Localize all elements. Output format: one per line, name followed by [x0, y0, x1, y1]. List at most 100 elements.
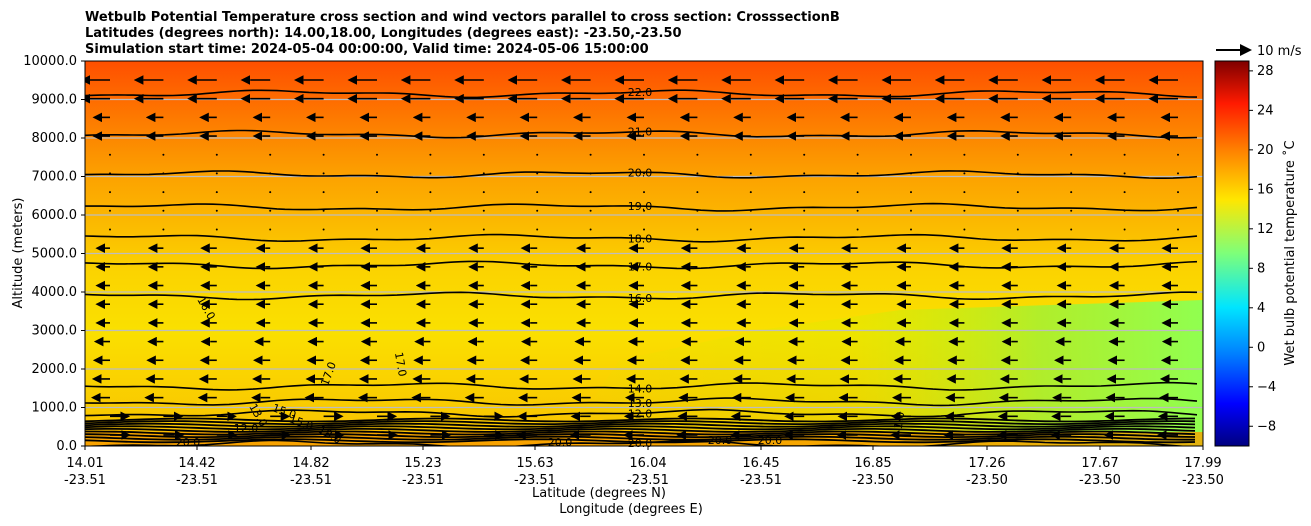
wind-vector-dot: [696, 172, 699, 175]
contour-lines: [85, 89, 1198, 446]
wind-vector-dot: [963, 209, 966, 212]
wind-vector-dot: [910, 209, 912, 212]
y-tick-label: 10000.0: [23, 54, 77, 69]
x-tick-lat: 15.23: [404, 456, 441, 471]
x-tick-lat: 14.01: [66, 456, 103, 471]
wind-vector-dot: [696, 191, 699, 194]
surface-contour-line: [85, 438, 1196, 444]
colorbar-tick-label: −8: [1257, 419, 1276, 434]
contour-label: 20.0: [628, 166, 653, 179]
y-tick-label: 2000.0: [32, 362, 78, 377]
wind-vector-dot: [963, 228, 966, 231]
x-tick-lon: -23.51: [740, 473, 782, 488]
wind-vector-dot: [376, 191, 378, 194]
wind-vector-dot: [482, 153, 485, 156]
wind-vector-dot: [162, 209, 165, 212]
surface-contour-line: [85, 417, 1195, 423]
wind-vector-dot: [1016, 191, 1019, 194]
wind-vector-dot: [643, 172, 645, 175]
wind-vector-dot: [376, 172, 378, 175]
wind-vector-dot: [1123, 209, 1126, 212]
wind-vector-dot: [1177, 209, 1179, 212]
wind-vectors: [85, 75, 1179, 440]
wind-vector-dot: [215, 153, 218, 156]
wind-vector-dot: [162, 153, 165, 156]
contour-labels: 22.021.020.019.018.017.016.014.013.012.0…: [176, 86, 908, 450]
contour-label-extra: 20.0: [708, 434, 733, 447]
x-tick-lon: -23.51: [514, 473, 556, 488]
wind-vector-dot: [1177, 191, 1179, 194]
wind-vector-dot: [963, 172, 966, 175]
contour-label: 20.0: [628, 437, 653, 450]
wind-vector-dot: [322, 172, 325, 175]
wind-vector-dot: [429, 172, 432, 175]
y-tick-label: 7000.0: [32, 170, 78, 185]
wind-vector-dot: [109, 153, 111, 156]
contour-line-18.0: [85, 233, 1198, 243]
colorbar-tick-label: 24: [1257, 103, 1274, 118]
wind-vector-dot: [910, 172, 912, 175]
wind-vector-dot: [643, 228, 645, 231]
x-axis-label: Latitude (degrees N): [532, 486, 666, 501]
wind-vector-dot: [589, 172, 592, 175]
x-tick-lat: 17.99: [1184, 456, 1221, 471]
wind-vector-dot: [482, 209, 485, 212]
wind-vector-dot: [322, 209, 325, 212]
colorbar-tick-label: 8: [1257, 261, 1265, 276]
wind-vector-dot: [536, 153, 539, 156]
contour-line-19.0: [85, 202, 1198, 212]
wind-vector-dot: [376, 153, 378, 156]
surface-contour-line: [85, 420, 1196, 425]
wind-vector-dot: [482, 191, 485, 194]
x-tick-lon: -23.50: [966, 473, 1008, 488]
contour-label-extra: 20.0: [758, 434, 783, 447]
wind-vector-dot: [1070, 209, 1073, 212]
wind-vector-dot: [162, 228, 165, 231]
contour-label: 13.0: [628, 397, 653, 410]
wind-vector-dot: [215, 191, 218, 194]
x-tick-lon: -23.50: [1079, 473, 1121, 488]
wind-vector-dot: [109, 228, 111, 231]
x-tick-lat: 16.04: [629, 456, 666, 471]
chart-title-line-1: Wetbulb Potential Temperature cross sect…: [85, 10, 840, 25]
wind-vector-dot: [162, 191, 165, 194]
wind-vector-dot: [1123, 153, 1126, 156]
wind-vector-dot: [749, 209, 752, 212]
y-tick-label: 8000.0: [32, 131, 78, 146]
wind-vector-dot: [696, 228, 699, 231]
gridlines: [85, 98, 1203, 409]
contour-line-21.0: [85, 129, 1198, 139]
wind-vector-dot: [803, 209, 806, 212]
wind-vector-dot: [856, 209, 859, 212]
wind-vector-dot: [589, 191, 592, 194]
contour-label: 18.0: [628, 232, 653, 245]
wind-vector-dot: [536, 191, 539, 194]
contour-label: 22.0: [628, 86, 653, 99]
wind-vector-dot: [1016, 172, 1019, 175]
wind-vector-dot: [536, 209, 539, 212]
contour-line-16.0: [85, 291, 1198, 301]
wind-vector-dot: [215, 228, 218, 231]
contour-label: 12.0: [628, 407, 653, 420]
y-tick-label: 1000.0: [32, 401, 78, 416]
wind-vector-dot: [1070, 153, 1073, 156]
y-tick-label: 9000.0: [32, 93, 78, 108]
wind-vector-dot: [1070, 228, 1073, 231]
contour-label-extra: 20.0: [176, 436, 201, 449]
wind-vector-dot: [1177, 153, 1179, 156]
x-axis: 14.01 -23.51 14.42 -23.51 14.82 -23.51 15.23 -2…: [64, 446, 1224, 488]
wind-vector-dot: [215, 172, 218, 175]
x-tick-lon: -23.50: [1182, 473, 1224, 488]
wind-vector-dot: [322, 191, 325, 194]
x-tick-lon: -23.51: [290, 473, 332, 488]
chart-title-line-3: Simulation start time: 2024-05-04 00:00:…: [85, 42, 649, 57]
wind-vector-dot: [589, 228, 592, 231]
wind-vector-dot: [269, 153, 272, 156]
wind-vector-dot: [910, 191, 912, 194]
colorbar-ticks: −8 −4 0 4 8 12 16 20 24 28: [1249, 64, 1276, 434]
x-tick-lon: -23.51: [627, 473, 669, 488]
wind-vector-dot: [269, 191, 272, 194]
surface-contour-line: [85, 430, 1196, 436]
colorbar-tick-label: 20: [1257, 143, 1274, 158]
contour-label: 14.0: [628, 382, 653, 395]
